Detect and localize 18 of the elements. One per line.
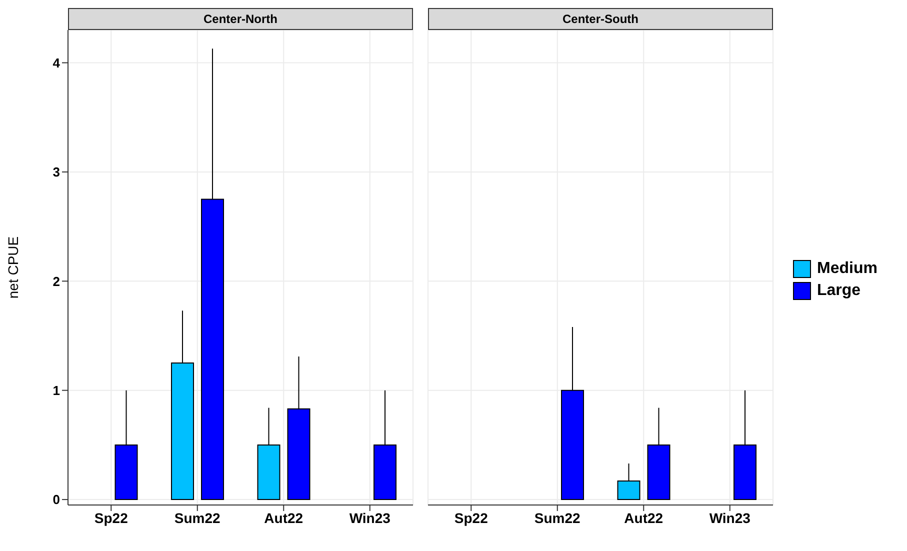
legend-label: Medium xyxy=(817,260,878,278)
x-tick-label: Sp22 xyxy=(94,510,128,526)
x-tick-label: Aut22 xyxy=(624,510,664,526)
y-tick-label: 3 xyxy=(52,164,60,180)
legend-label: Large xyxy=(817,282,861,300)
x-tick-label: Sp22 xyxy=(454,510,488,526)
x-tick-label: Aut22 xyxy=(264,510,304,526)
y-tick-label: 4 xyxy=(52,55,61,70)
y-tick-label: 1 xyxy=(52,382,60,398)
x-tick-label: Win23 xyxy=(709,510,751,526)
y-tick-label: 2 xyxy=(52,274,60,289)
x-tick-label: Sum22 xyxy=(534,510,581,526)
y-tick-label: 0 xyxy=(52,492,60,508)
chart-title: Center-North xyxy=(68,8,413,30)
x-tick-label: Sum22 xyxy=(174,510,221,526)
x-tick-label: Win23 xyxy=(349,510,391,526)
chart-title: Center-South xyxy=(428,8,773,30)
y-axis-title: net CPUE xyxy=(4,236,21,299)
